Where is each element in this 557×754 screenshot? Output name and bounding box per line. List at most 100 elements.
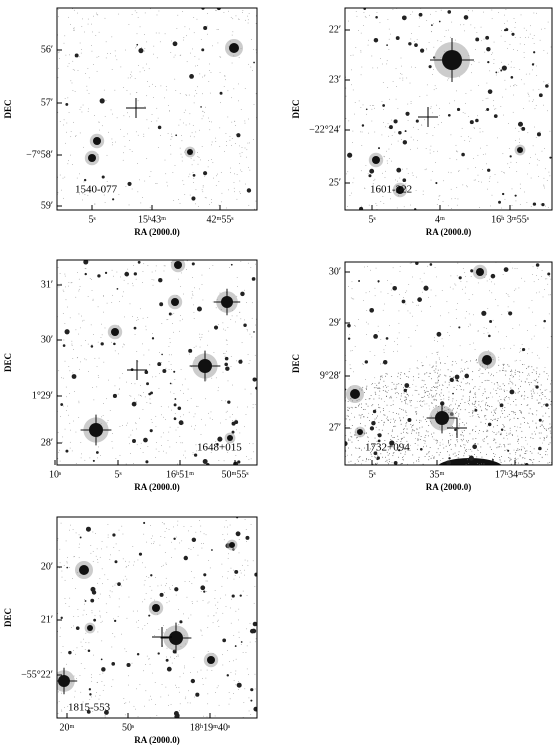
noise [79, 42, 81, 44]
noise [158, 451, 160, 452]
noise [419, 419, 421, 421]
noise [230, 607, 231, 609]
noise [186, 269, 187, 270]
noise [389, 397, 391, 399]
noise [155, 457, 156, 458]
noise [504, 397, 506, 399]
noise [531, 395, 533, 397]
noise [401, 449, 402, 451]
noise [183, 414, 184, 416]
noise [473, 61, 475, 62]
noise [536, 382, 538, 384]
noise [211, 448, 212, 449]
noise [461, 430, 463, 432]
noise [87, 111, 89, 112]
noise [222, 664, 224, 666]
noise [205, 534, 207, 536]
noise [486, 379, 488, 381]
noise [469, 396, 470, 398]
noise [466, 422, 468, 424]
noise [142, 452, 144, 453]
noise [70, 154, 71, 156]
noise [98, 121, 100, 123]
noise [236, 429, 237, 431]
noise [102, 583, 103, 585]
noise [165, 577, 167, 579]
noise [419, 17, 420, 19]
noise [491, 382, 493, 383]
noise [468, 403, 469, 404]
noise [416, 325, 418, 327]
noise [495, 442, 497, 444]
noise [547, 207, 549, 208]
noise [200, 434, 202, 435]
noise [240, 193, 241, 194]
noise [374, 383, 376, 384]
noise [503, 426, 505, 428]
noise [528, 412, 530, 414]
bright-star [229, 542, 235, 548]
noise [109, 596, 111, 598]
noise [314, 435, 315, 436]
noise [59, 121, 61, 122]
noise [96, 691, 97, 693]
noise [215, 141, 217, 142]
noise [536, 275, 537, 276]
noise [228, 703, 230, 705]
noise [214, 590, 216, 591]
noise [406, 397, 408, 399]
noise [399, 266, 401, 267]
noise [107, 579, 109, 580]
noise [76, 647, 78, 649]
star [222, 638, 227, 643]
noise [394, 421, 395, 423]
noise [451, 208, 452, 209]
noise [428, 451, 430, 452]
noise [212, 622, 214, 624]
noise [149, 206, 151, 208]
star [236, 133, 241, 138]
noise [72, 8, 73, 10]
noise [348, 20, 349, 22]
noise [406, 432, 407, 434]
noise [416, 39, 418, 41]
noise [118, 550, 120, 552]
noise [478, 416, 480, 418]
noise [180, 369, 182, 370]
noise [235, 673, 236, 675]
noise [367, 323, 369, 325]
noise [457, 151, 459, 153]
noise [533, 43, 535, 44]
noise [421, 405, 423, 407]
noise [192, 48, 193, 50]
noise [543, 426, 545, 428]
star [158, 277, 163, 283]
noise [405, 410, 407, 412]
noise [440, 315, 441, 317]
noise [136, 12, 138, 14]
star [438, 20, 441, 23]
noise [405, 399, 407, 400]
noise [429, 364, 431, 366]
noise [473, 179, 475, 181]
bright-star [152, 604, 160, 612]
noise [406, 389, 408, 390]
noise [515, 161, 517, 163]
noise [377, 415, 378, 417]
galaxy-core [438, 458, 502, 465]
noise [467, 367, 469, 369]
noise [123, 698, 125, 699]
star [203, 573, 207, 577]
noise [468, 116, 469, 117]
noise [487, 308, 489, 309]
noise [468, 455, 470, 456]
noise [405, 423, 407, 425]
noise [541, 456, 543, 458]
star [175, 134, 178, 137]
noise [502, 369, 503, 371]
noise [448, 391, 450, 393]
y-tick-label: 30′ [329, 266, 341, 277]
noise [525, 440, 527, 441]
star [545, 84, 549, 88]
star [456, 107, 461, 112]
